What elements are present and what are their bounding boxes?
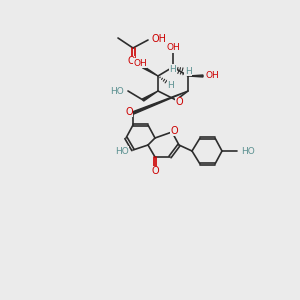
Polygon shape — [133, 91, 188, 114]
Text: H: H — [168, 80, 174, 89]
Polygon shape — [142, 66, 158, 76]
Text: O: O — [175, 97, 183, 107]
Text: OH: OH — [133, 58, 147, 68]
Text: OH: OH — [166, 44, 180, 52]
Text: H: H — [169, 64, 176, 74]
Text: OH: OH — [152, 34, 167, 44]
Text: O: O — [125, 107, 133, 117]
Polygon shape — [142, 91, 158, 101]
Text: H: H — [184, 67, 191, 76]
Text: HO: HO — [115, 146, 129, 155]
Text: O: O — [127, 56, 135, 66]
Polygon shape — [188, 75, 203, 77]
Text: O: O — [151, 166, 159, 176]
Text: OH: OH — [206, 71, 220, 80]
Text: HO: HO — [110, 86, 124, 95]
Text: O: O — [170, 126, 178, 136]
Text: HO: HO — [241, 146, 255, 155]
